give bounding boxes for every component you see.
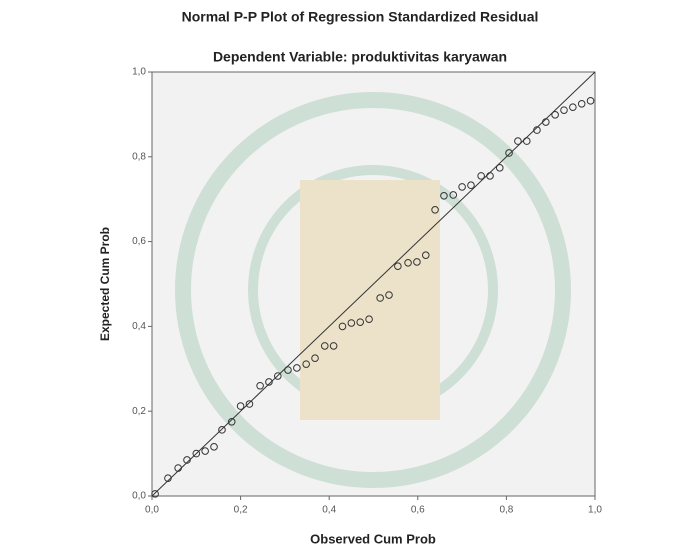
point	[404, 259, 412, 267]
point	[227, 418, 236, 426]
x-tick-label: 0,4	[322, 505, 336, 516]
y-tick-label: 0,0	[132, 491, 146, 502]
point	[320, 342, 329, 350]
point	[201, 447, 209, 455]
point	[449, 191, 458, 199]
chart-subtitle: Dependent Variable: produktivitas karyaw…	[213, 49, 507, 65]
point	[151, 490, 159, 498]
point	[551, 111, 559, 119]
point	[293, 364, 301, 372]
watermark	[175, 92, 571, 488]
point	[192, 449, 201, 458]
x-tick-label: 0,6	[411, 505, 425, 516]
point	[533, 126, 541, 134]
y-tick-label: 0,8	[132, 151, 146, 162]
point	[421, 251, 430, 259]
point	[486, 172, 494, 180]
point	[467, 181, 475, 190]
point	[376, 294, 384, 302]
x-tick-label: 0,8	[499, 505, 513, 516]
point	[218, 426, 226, 434]
point	[347, 319, 356, 327]
point	[274, 372, 282, 380]
y-tick-label: 0,2	[132, 406, 146, 417]
point	[586, 97, 595, 105]
x-tick-label: 0,2	[234, 505, 248, 516]
point	[458, 183, 466, 191]
point	[356, 318, 365, 326]
point	[577, 100, 586, 108]
point	[431, 206, 439, 214]
point	[284, 366, 292, 374]
y-axis-label: Expected Cum Prob	[98, 227, 112, 341]
point	[329, 342, 338, 350]
point	[542, 118, 550, 126]
point	[505, 149, 513, 157]
point	[338, 322, 347, 331]
point	[477, 172, 485, 180]
point	[514, 137, 522, 145]
point	[265, 378, 273, 386]
x-tick-label: 1,0	[588, 505, 602, 516]
point	[302, 360, 310, 368]
point	[236, 402, 245, 410]
point	[569, 103, 577, 111]
point	[522, 137, 531, 145]
point	[560, 106, 568, 114]
point	[183, 456, 191, 464]
point	[495, 164, 504, 172]
y-tick-label: 0,6	[132, 236, 146, 247]
chart-title: Normal P-P Plot of Regression Standardiz…	[182, 9, 539, 25]
point	[311, 354, 319, 363]
y-tick-label: 0,4	[132, 321, 146, 332]
point	[210, 443, 218, 451]
point	[164, 474, 172, 482]
point	[394, 262, 402, 270]
point	[256, 381, 264, 390]
point	[385, 291, 393, 299]
point	[365, 315, 373, 323]
point	[440, 192, 448, 200]
y-tick-label: 1,0	[132, 67, 146, 78]
point	[174, 464, 182, 472]
point	[245, 400, 254, 408]
x-axis-label: Observed Cum Prob	[310, 531, 436, 546]
x-tick-label: 0,0	[145, 505, 159, 516]
point	[413, 258, 421, 266]
